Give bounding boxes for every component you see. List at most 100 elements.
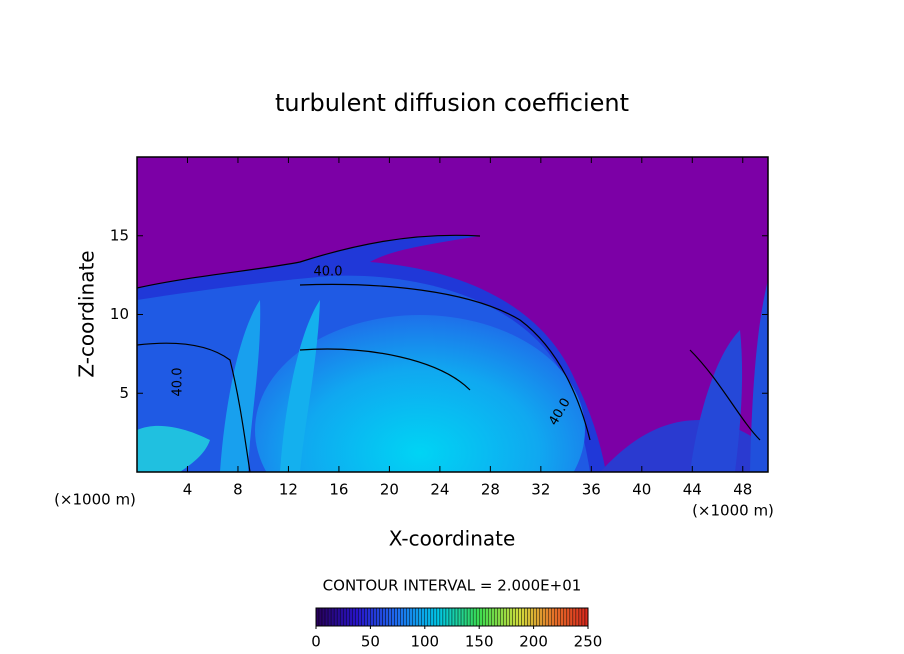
colorbar-swatch bbox=[318, 607, 323, 627]
colorbar-swatch bbox=[397, 607, 401, 627]
colorbar-swatch bbox=[442, 607, 447, 627]
colorbar-swatch bbox=[494, 607, 498, 627]
x-tick-label: 12 bbox=[279, 481, 298, 499]
colorbar-swatch bbox=[469, 607, 474, 627]
y-tick-label: 15 bbox=[110, 226, 129, 244]
colorbar-swatch bbox=[370, 607, 374, 627]
colorbar-swatch bbox=[515, 607, 519, 627]
colorbar-swatch bbox=[475, 607, 480, 627]
colorbar-swatch bbox=[403, 607, 407, 627]
contour-interval: CONTOUR INTERVAL = 2.000E+01 bbox=[323, 577, 582, 595]
colorbar-swatch bbox=[569, 607, 574, 627]
colorbar-swatch bbox=[551, 607, 555, 627]
colorbar-swatch bbox=[497, 607, 501, 627]
colorbar-swatch bbox=[433, 607, 438, 627]
colorbar-swatch bbox=[379, 607, 383, 627]
colorbar-swatch bbox=[382, 607, 386, 627]
colorbar-swatch bbox=[406, 607, 410, 627]
colorbar-swatch bbox=[503, 607, 507, 627]
colorbar-swatch bbox=[336, 607, 341, 627]
colorbar-swatch bbox=[427, 607, 432, 627]
colorbar-swatch bbox=[364, 607, 368, 627]
x-axis-title: X-coordinate bbox=[389, 527, 516, 551]
colorbar-swatch bbox=[548, 607, 552, 627]
contour-line bbox=[137, 234, 761, 472]
contour-label: 40.0 bbox=[314, 265, 343, 280]
field-region bbox=[750, 280, 768, 472]
field-region bbox=[220, 300, 261, 472]
colorbar-swatch bbox=[509, 607, 513, 627]
x-tick-label: 24 bbox=[430, 481, 449, 499]
y-tick-label: 10 bbox=[110, 305, 129, 323]
colorbar-swatch bbox=[554, 607, 558, 627]
x-unit-label: (×1000 m) bbox=[54, 491, 136, 509]
colorbar-swatch bbox=[482, 607, 486, 627]
colorbar-swatch bbox=[488, 607, 492, 627]
colorbar-swatch bbox=[412, 607, 416, 627]
field-region bbox=[137, 425, 210, 472]
chart-title: turbulent diffusion coefficient bbox=[275, 89, 629, 117]
colorbar-swatch bbox=[542, 607, 546, 627]
field-region bbox=[690, 330, 743, 472]
colorbar-swatch bbox=[506, 607, 510, 627]
field-region bbox=[255, 315, 585, 472]
colorbar-swatch bbox=[539, 607, 543, 627]
colorbar-swatch bbox=[352, 607, 356, 627]
colorbar-swatch bbox=[472, 607, 477, 627]
colorbar-swatch bbox=[479, 607, 483, 627]
colorbar-swatch bbox=[391, 607, 395, 627]
colorbar-tick-label: 200 bbox=[519, 633, 548, 651]
colorbar-swatch bbox=[572, 607, 577, 627]
colorbar-swatch bbox=[581, 607, 586, 627]
colorbar-swatch bbox=[448, 607, 453, 627]
colorbar-swatch bbox=[349, 607, 353, 627]
colorbar-swatch bbox=[343, 607, 347, 627]
colorbar-swatch bbox=[324, 607, 329, 627]
colorbar-tick-label: 250 bbox=[574, 633, 603, 651]
colorbar-swatch bbox=[430, 607, 435, 627]
colorbar-swatch bbox=[373, 607, 377, 627]
colorbar-swatch bbox=[457, 607, 462, 627]
colorbar-swatch bbox=[566, 607, 571, 627]
x-tick-label: 8 bbox=[233, 481, 243, 499]
colorbar-swatch bbox=[491, 607, 495, 627]
y-tick-label: 5 bbox=[119, 384, 129, 402]
x-tick-label: 20 bbox=[380, 481, 399, 499]
colorbar-swatch bbox=[500, 607, 504, 627]
colorbar-swatch bbox=[400, 607, 404, 627]
x-tick-label: 44 bbox=[683, 481, 702, 499]
colorbar-swatch bbox=[388, 607, 392, 627]
colorbar-frame bbox=[315, 607, 589, 627]
colorbar-swatch bbox=[339, 607, 344, 627]
colorbar-swatch bbox=[575, 607, 580, 627]
colorbar-swatch bbox=[418, 607, 422, 627]
colorbar-swatch bbox=[518, 607, 522, 627]
colorbar-swatch bbox=[463, 607, 468, 627]
colorbar-swatch bbox=[512, 607, 516, 627]
colorbar-swatch bbox=[560, 607, 565, 627]
x-tick-label: 48 bbox=[733, 481, 752, 499]
colorbar-swatch bbox=[321, 607, 326, 627]
colorbar-swatch bbox=[346, 607, 350, 627]
x-tick-label: 16 bbox=[329, 481, 348, 499]
colorbar-tick-label: 100 bbox=[410, 633, 439, 651]
colorbar-swatch bbox=[466, 607, 471, 627]
y-unit-label: (×1000 m) bbox=[692, 502, 774, 520]
x-tick-label: 32 bbox=[531, 481, 550, 499]
colorbar-swatch bbox=[376, 607, 380, 627]
colorbar-swatch bbox=[330, 607, 335, 627]
y-axis-title: Z-coordinate bbox=[75, 250, 99, 377]
colorbar-swatch bbox=[578, 607, 583, 627]
colorbar-swatch bbox=[358, 607, 362, 627]
colorbar-swatch bbox=[439, 607, 444, 627]
colorbar-swatch bbox=[563, 607, 568, 627]
x-tick-label: 36 bbox=[582, 481, 601, 499]
colorbar-swatch bbox=[485, 607, 489, 627]
x-tick-label: 4 bbox=[183, 481, 193, 499]
colorbar-swatch bbox=[421, 607, 425, 627]
colorbar-swatch bbox=[361, 607, 365, 627]
colorbar-swatch bbox=[533, 607, 537, 627]
contour-field bbox=[137, 157, 768, 472]
